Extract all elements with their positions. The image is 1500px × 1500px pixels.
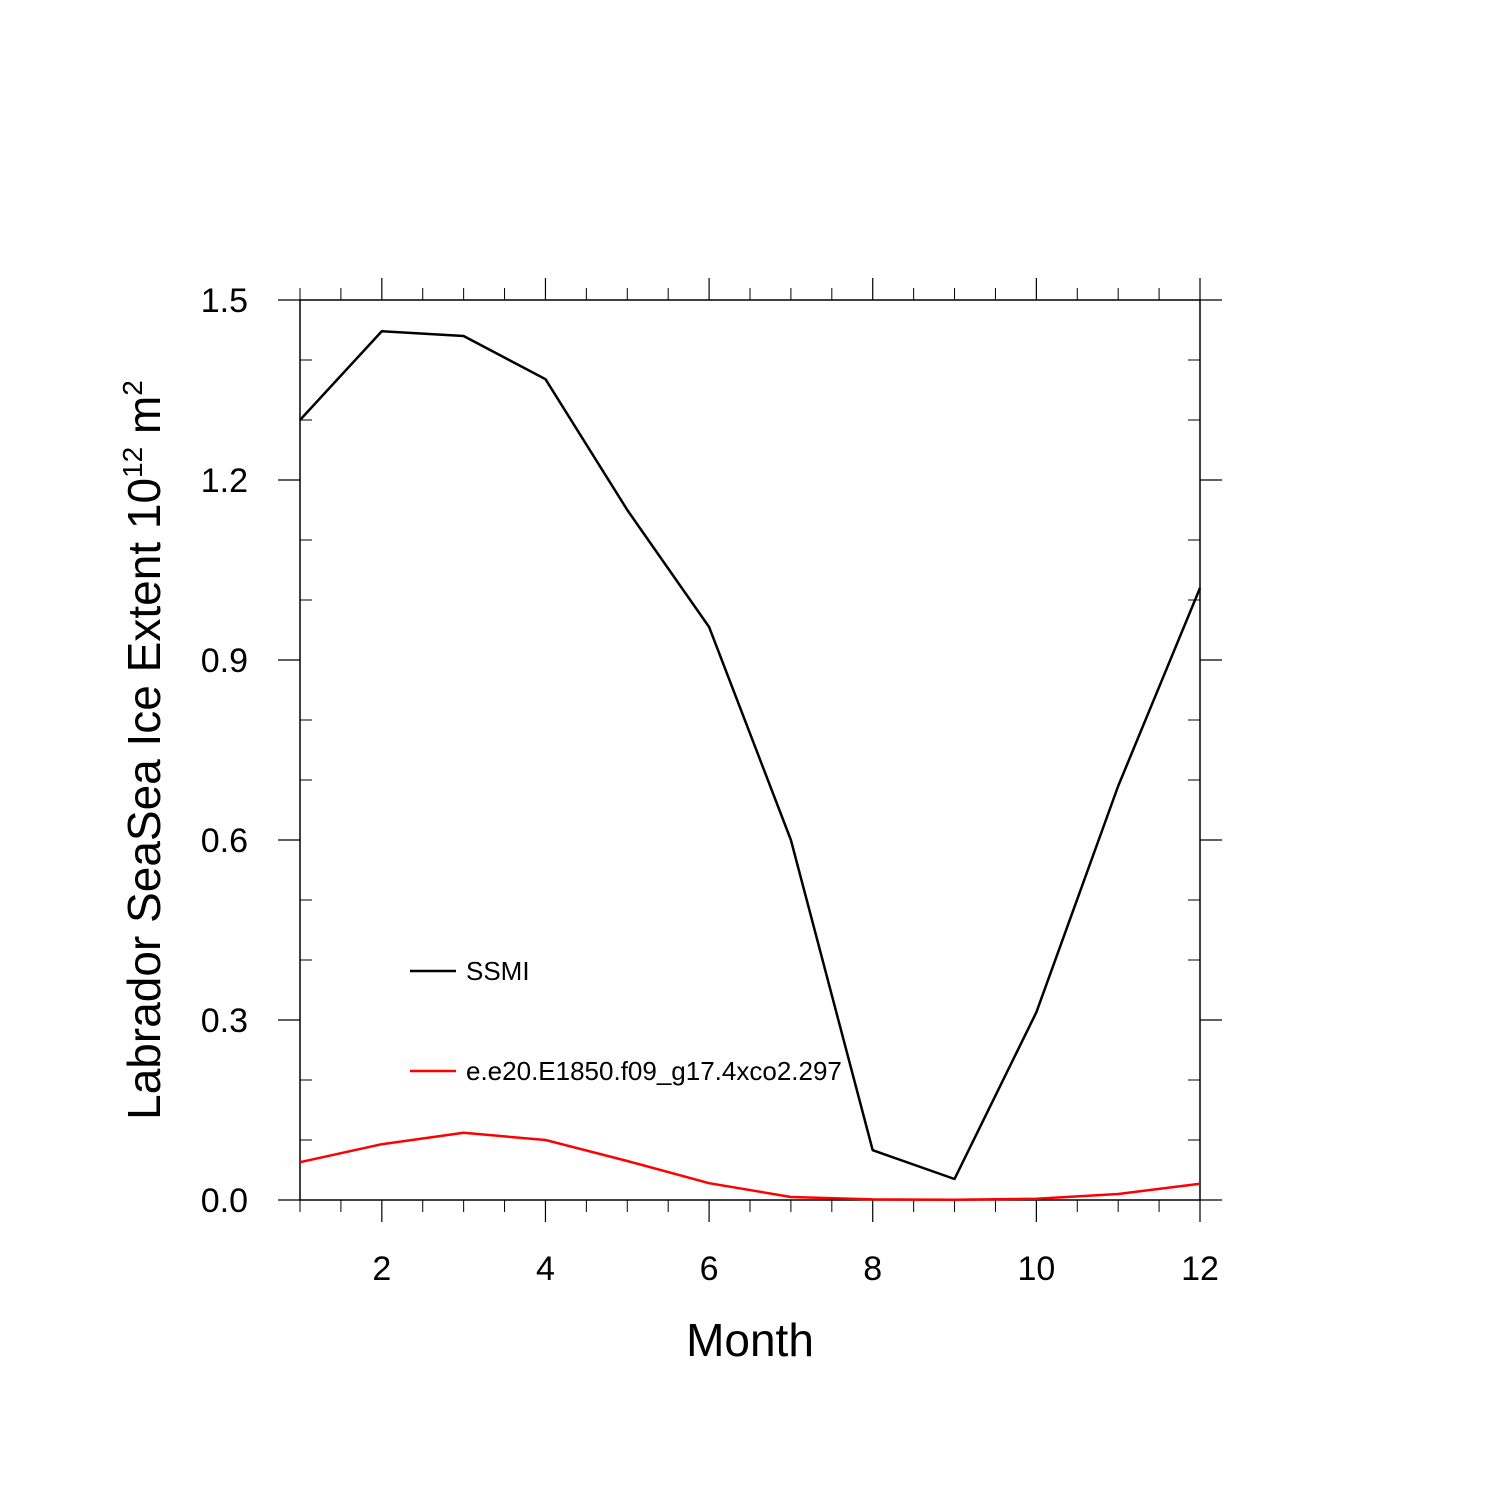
y-tick-label: 0.0	[201, 1182, 248, 1220]
x-tick-label: 6	[700, 1250, 719, 1288]
x-axis-title: Month	[686, 1314, 814, 1366]
y-axis-title-unit-exponent: 2	[117, 380, 148, 396]
x-tick-label: 10	[1017, 1250, 1055, 1288]
series-line	[299, 1131, 1201, 1201]
legend: SSMI e.e20.E1850.f09_g17.4xco2.297	[410, 956, 842, 1086]
y-axis-title-unit: m	[118, 396, 170, 447]
x-tick-label: 8	[863, 1250, 882, 1288]
legend-label: SSMI	[466, 956, 530, 986]
legend-label: e.e20.E1850.f09_g17.4xco2.297	[466, 1056, 842, 1086]
y-axis-title: Labrador SeaSea Ice Extent 1012 m2	[117, 380, 170, 1120]
y-tick-label: 0.9	[201, 642, 248, 680]
y-tick-label: 1.2	[201, 462, 248, 500]
y-tick-label: 0.3	[201, 1002, 248, 1040]
series-line	[299, 329, 1202, 1181]
x-tick-label: 2	[372, 1250, 391, 1288]
x-axis-ticks: 2 4 6 8 10 12	[299, 278, 1219, 1288]
y-axis-title-exponent: 12	[117, 447, 148, 478]
x-tick-label: 4	[536, 1250, 555, 1288]
series-layer	[299, 329, 1202, 1201]
y-axis-title-text: Labrador SeaSea Ice Extent 10	[118, 478, 170, 1120]
y-tick-label: 1.5	[201, 282, 248, 320]
x-tick-label: 12	[1181, 1250, 1219, 1288]
y-tick-label: 0.6	[201, 822, 248, 860]
